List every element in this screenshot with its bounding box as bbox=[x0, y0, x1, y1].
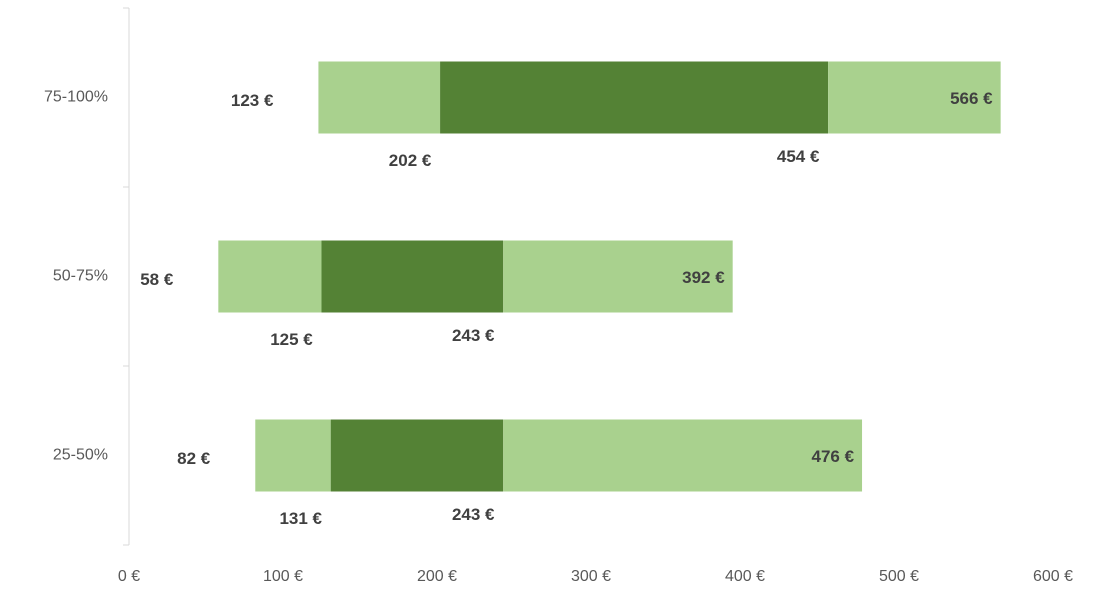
upper-whisker-bar bbox=[828, 61, 1001, 134]
data-label: 125 € bbox=[270, 330, 313, 349]
data-label: 131 € bbox=[279, 509, 322, 528]
data-label: 202 € bbox=[389, 151, 432, 170]
data-label: 392 € bbox=[682, 268, 725, 287]
data-label: 454 € bbox=[777, 147, 820, 166]
y-tick-label: 50-75% bbox=[53, 268, 108, 285]
lower-whisker-bar bbox=[318, 61, 441, 134]
x-tick-label: 600 € bbox=[1033, 568, 1073, 585]
y-tick-label: 25-50% bbox=[53, 447, 108, 464]
lower-whisker-bar bbox=[255, 419, 331, 492]
x-tick-label: 200 € bbox=[417, 568, 457, 585]
data-label: 243 € bbox=[452, 505, 495, 524]
data-label: 58 € bbox=[140, 270, 174, 289]
data-label: 123 € bbox=[231, 91, 274, 110]
lower-whisker-bar bbox=[218, 240, 322, 313]
y-tick-label: 75-100% bbox=[44, 89, 108, 106]
data-label: 566 € bbox=[950, 89, 993, 108]
box-bar bbox=[330, 419, 504, 492]
x-tick-label: 300 € bbox=[571, 568, 611, 585]
data-label: 243 € bbox=[452, 326, 495, 345]
box-bar bbox=[321, 240, 504, 313]
upper-whisker-bar bbox=[503, 419, 863, 492]
x-tick-label: 0 € bbox=[118, 568, 140, 585]
x-tick-label: 500 € bbox=[879, 568, 919, 585]
upper-whisker-bar bbox=[503, 240, 733, 313]
x-tick-label: 100 € bbox=[263, 568, 303, 585]
box-bar bbox=[440, 61, 829, 134]
data-label: 476 € bbox=[811, 447, 854, 466]
data-label: 82 € bbox=[177, 449, 211, 468]
x-tick-label: 400 € bbox=[725, 568, 765, 585]
